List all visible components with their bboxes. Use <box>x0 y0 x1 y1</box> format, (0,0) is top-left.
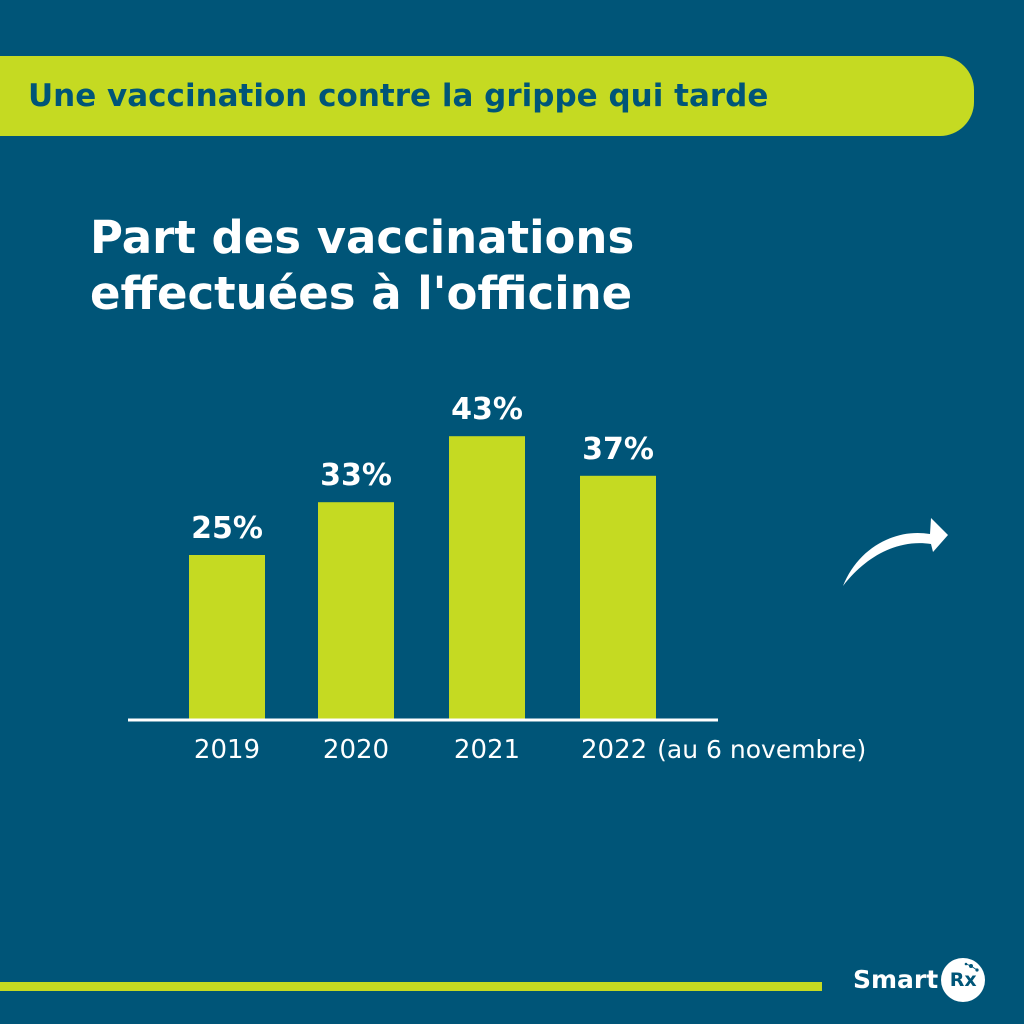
bar-value-label-2022: 37% <box>582 432 654 467</box>
chart-title: Part des vaccinations effectuées à l'off… <box>90 210 730 322</box>
logo-badge: Rx <box>941 958 986 1002</box>
bar-2022 <box>580 475 656 720</box>
title-banner: Une vaccination contre la grippe qui tar… <box>0 56 974 136</box>
bar-value-label-2021: 43% <box>451 392 523 427</box>
logo-dots-icon <box>964 962 979 972</box>
smartrx-logo: Smart Rx <box>853 958 986 1002</box>
logo-badge-text: Rx <box>949 969 977 991</box>
chart-title-line-2: effectuées à l'officine <box>90 267 633 320</box>
bar-value-label-2020: 33% <box>320 458 392 493</box>
bar-2019 <box>189 555 265 720</box>
x-tick-note: (au 6 novembre) <box>657 735 866 764</box>
x-tick-label-2020: 2020 <box>323 735 389 765</box>
banner-title: Une vaccination contre la grippe qui tar… <box>28 78 769 114</box>
x-tick-label-2021: 2021 <box>454 735 520 765</box>
bar-2021 <box>449 436 525 720</box>
bar-2020 <box>318 502 394 720</box>
x-tick-label-2022: 2022 (au 6 novembre) <box>581 735 866 765</box>
footer-divider <box>0 982 822 991</box>
x-tick-label-2019: 2019 <box>194 735 260 765</box>
chart-title-line-1: Part des vaccinations <box>90 211 635 264</box>
logo-wordmark: Smart <box>853 965 939 994</box>
curved-arrow-right-icon <box>843 518 948 586</box>
bar-value-label-2019: 25% <box>191 511 263 546</box>
